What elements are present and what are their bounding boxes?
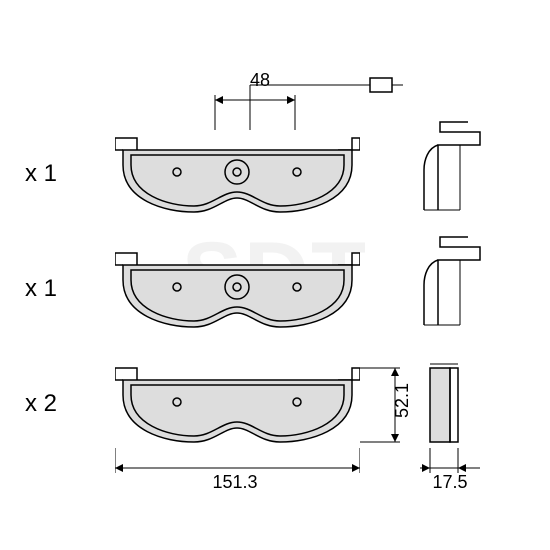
height-label: 52.1: [392, 378, 413, 423]
brake-pad-front-1: [115, 130, 360, 214]
side-clip-1: [420, 120, 495, 215]
sensor-offset-label: 48: [235, 70, 285, 91]
side-clip-2: [420, 235, 495, 330]
qty-row-2: x 1: [25, 275, 57, 303]
brake-pad-front-3: [115, 360, 360, 444]
width-label: 151.3: [200, 472, 270, 493]
qty-row-1: x 1: [25, 160, 57, 188]
brake-pad-front-2: [115, 245, 360, 329]
side-profile: [425, 360, 485, 444]
qty-row-3: x 2: [25, 390, 57, 418]
drawing-canvas: SDT 48 x 1 x 1: [0, 0, 550, 550]
thickness-label: 17.5: [425, 472, 475, 493]
